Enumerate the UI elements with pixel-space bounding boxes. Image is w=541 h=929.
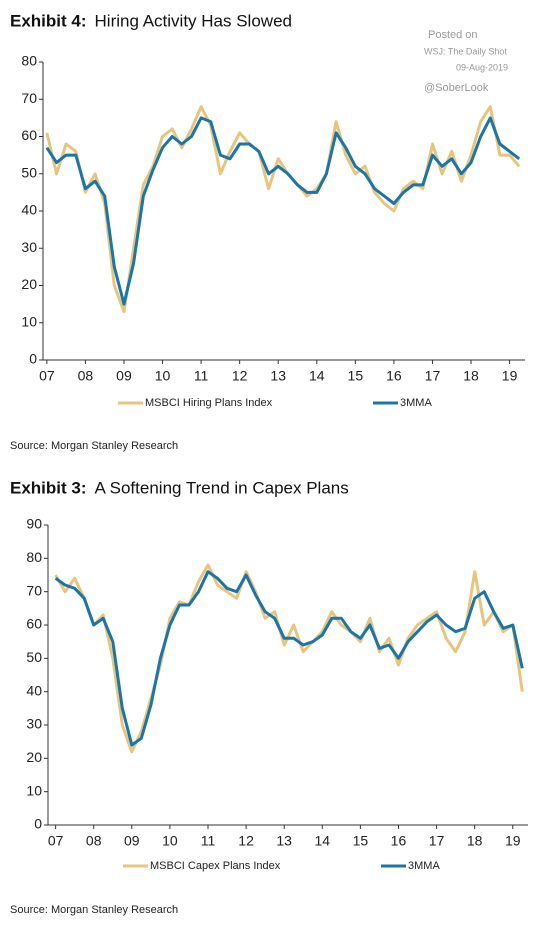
y-tick-label: 50	[21, 164, 37, 180]
x-tick-label: 16	[386, 368, 402, 384]
y-tick-label: 80	[26, 549, 42, 565]
y-tick-label: 60	[21, 127, 37, 143]
x-tick-label: 09	[116, 368, 132, 384]
x-tick-label: 12	[232, 368, 248, 384]
x-tick-label: 15	[353, 833, 369, 849]
y-tick-label: 40	[26, 682, 42, 698]
annotation: 09-Aug-2019	[456, 62, 508, 72]
x-tick-label: 18	[463, 368, 479, 384]
x-tick-label: 14	[314, 833, 330, 849]
x-tick-label: 10	[155, 368, 171, 384]
annotation: Posted on	[428, 29, 478, 41]
x-tick-label: 14	[309, 368, 325, 384]
x-tick-label: 11	[194, 368, 209, 384]
annotation: WSJ: The Daily Shot	[424, 46, 507, 56]
y-tick-label: 30	[26, 716, 42, 732]
y-tick-label: 70	[21, 90, 37, 106]
y-tick-label: 40	[21, 202, 37, 218]
legend-label: 3MMA	[408, 860, 440, 872]
x-tick-label: 18	[467, 833, 483, 849]
x-tick-label: 12	[238, 833, 254, 849]
y-tick-label: 10	[21, 313, 37, 329]
x-tick-label: 07	[39, 368, 55, 384]
x-tick-label: 13	[270, 368, 286, 384]
y-tick-label: 0	[34, 816, 42, 832]
chart-title: A Softening Trend in Capex Plans	[95, 478, 349, 497]
x-tick-label: 08	[86, 833, 102, 849]
y-tick-label: 20	[21, 276, 37, 292]
x-tick-label: 13	[276, 833, 292, 849]
x-tick-label: 15	[348, 368, 364, 384]
series-line	[45, 116, 521, 306]
y-tick-label: 20	[26, 749, 42, 765]
series-line	[54, 570, 524, 747]
source: Source: Morgan Stanley Research	[10, 904, 178, 916]
legend-label: 3MMA	[400, 397, 432, 409]
legend-label: MSBCI Hiring Plans Index	[145, 397, 273, 409]
y-tick-label: 90	[26, 516, 42, 532]
y-tick-label: 50	[26, 649, 42, 665]
source: Source: Morgan Stanley Research	[10, 440, 178, 452]
legend-label: MSBCI Capex Plans Index	[150, 860, 281, 872]
exhibit-label: Exhibit 3:	[10, 478, 87, 497]
x-tick-label: 10	[162, 833, 178, 849]
x-tick-label: 16	[391, 833, 407, 849]
x-tick-label: 19	[502, 368, 518, 384]
x-tick-label: 09	[124, 833, 140, 849]
y-tick-label: 60	[26, 616, 42, 632]
y-tick-label: 70	[26, 582, 42, 598]
x-tick-label: 17	[429, 833, 445, 849]
x-tick-label: 07	[48, 833, 64, 849]
y-tick-label: 10	[26, 782, 42, 798]
x-tick-label: 08	[78, 368, 94, 384]
y-tick-label: 80	[21, 53, 37, 69]
annotation: @SoberLook	[424, 82, 489, 94]
y-tick-label: 30	[21, 239, 37, 255]
y-tick-label: 0	[29, 351, 37, 367]
chart-title: Hiring Activity Has Slowed	[95, 11, 292, 30]
exhibit-label: Exhibit 4:	[10, 11, 87, 30]
x-tick-label: 19	[505, 833, 521, 849]
x-tick-label: 17	[425, 368, 441, 384]
x-tick-label: 11	[201, 833, 216, 849]
series-line	[54, 563, 524, 754]
